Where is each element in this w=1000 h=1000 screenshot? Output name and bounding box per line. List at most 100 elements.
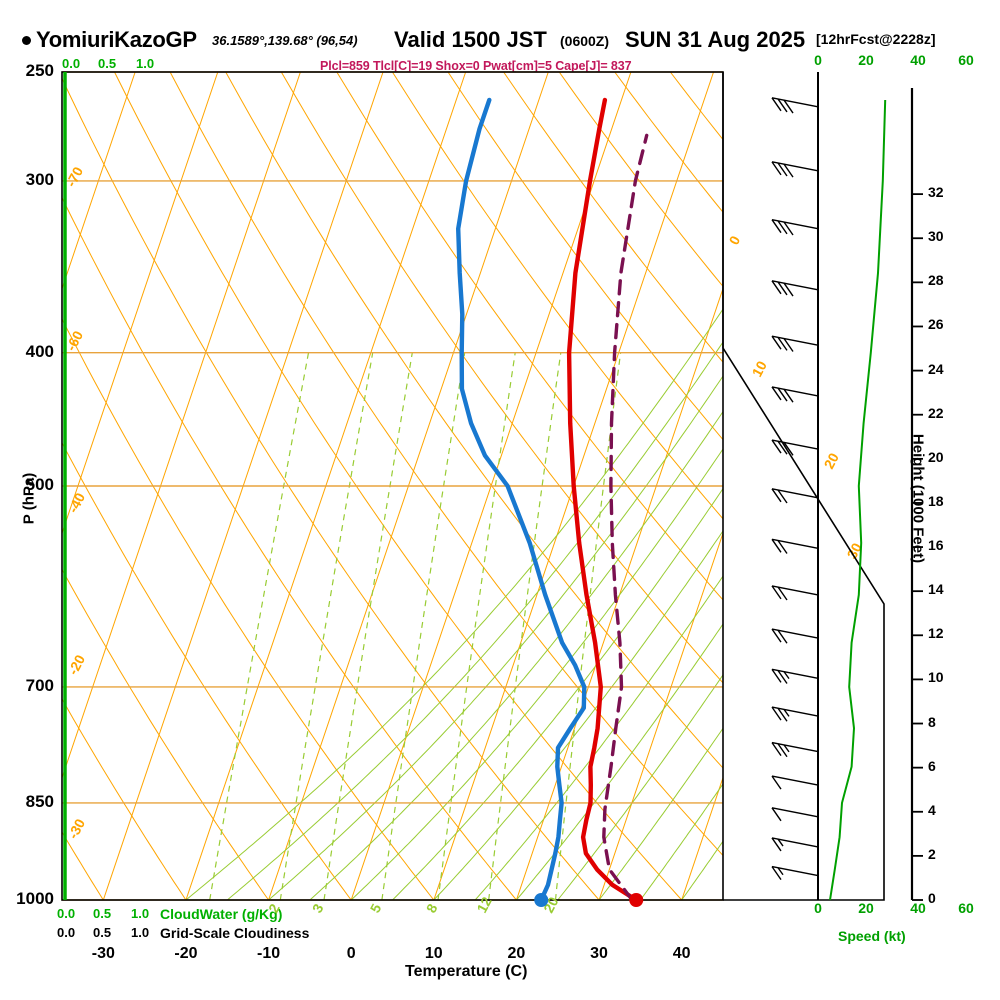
wind-barb-full (783, 441, 794, 456)
wind-barb-full (783, 388, 794, 403)
wind-panel-outline (722, 72, 885, 901)
sounding-curve-parcel (602, 133, 649, 900)
height-tick-label: 32 (928, 184, 944, 201)
wind-barb-full (771, 97, 782, 112)
speed-tick-label-bottom: 60 (958, 900, 974, 916)
wind-barb-full (771, 386, 782, 401)
wind-barb-full (777, 629, 788, 644)
wind-barb-full (771, 668, 782, 683)
isotherm-line (185, 72, 467, 900)
wind-barb-full (783, 282, 794, 297)
height-tick-label: 24 (928, 360, 944, 377)
wind-barb-full (777, 540, 788, 554)
wind-barb-shaft (771, 488, 819, 499)
temperature-tick-label: 0 (346, 945, 356, 962)
dry-adiabat-line (948, 72, 1000, 900)
wind-barb-shaft (771, 219, 819, 230)
wind-barb-shaft (771, 439, 819, 450)
wind-barb-shaft (771, 585, 819, 596)
cloudwater-legend-label: CloudWater (g/Kg) (160, 906, 283, 922)
station-bullet-icon (22, 36, 31, 45)
isotherm-line (350, 72, 632, 900)
wind-barb-shaft (771, 668, 819, 680)
valid-time-zulu: (0600Z) (560, 33, 610, 49)
mixing-ratio-line (209, 352, 310, 900)
isotherm-line (62, 72, 301, 780)
wind-barb-full (771, 628, 782, 643)
mixing-ratio-line (488, 352, 562, 900)
moist-adiabat-line (185, 308, 723, 900)
height-tick-label: 0 (928, 890, 936, 906)
wind-barb-full (771, 161, 782, 176)
wind-barb-full (783, 338, 794, 352)
cloudiness-bottom-tick: 0.5 (93, 925, 112, 940)
dry-adiabat-line (782, 72, 1000, 900)
wind-barb-full (777, 707, 788, 722)
moist-adiabat-line (681, 840, 723, 900)
wind-barb-half (777, 867, 784, 876)
moist-adiabat-line (268, 375, 723, 900)
dry-adiabat-line (280, 72, 723, 684)
wind-barb-full (771, 775, 782, 790)
height-tick-label: 22 (928, 404, 944, 421)
height-tick-label: 26 (928, 316, 944, 333)
height-tick-label: 12 (928, 625, 944, 642)
wind-barb-full (771, 585, 782, 600)
mixing-ratio-line (381, 352, 466, 900)
wind-barb-full (777, 489, 788, 504)
forecast-tag: [12hrFcst@2228z] (816, 31, 936, 47)
wind-barb-half (783, 671, 790, 680)
speed-tick-label-top: 60 (958, 52, 974, 68)
wind-barb-shaft (771, 538, 819, 550)
isotherm-label: 10 (749, 358, 771, 379)
isotherm-label: -30 (65, 816, 89, 842)
wind-barb-full (777, 281, 788, 296)
wind-barb-full (777, 162, 788, 177)
speed-tick-label-top: 0 (814, 52, 822, 68)
temperature-tick-label: 30 (590, 945, 608, 962)
height-tick-label: 2 (928, 845, 936, 862)
pressure-tick-label: 500 (25, 475, 54, 494)
cloudiness-bottom-tick: 1.0 (131, 925, 150, 940)
dry-adiabat-line (114, 72, 683, 900)
height-tick-label: 14 (928, 581, 944, 598)
wind-barb-shaft (771, 335, 819, 346)
wind-barb-full (771, 439, 782, 454)
wind-barb-full (771, 219, 782, 234)
wind-barb-full (771, 742, 782, 756)
cloudwater-top-tick: 0.0 (62, 56, 81, 71)
mixing-ratio-label: 20 (540, 894, 562, 915)
wind-barb-shaft (771, 628, 819, 639)
wind-barb-shaft (771, 161, 819, 172)
isotherm-line (598, 531, 723, 900)
moist-adiabat-line (764, 72, 1000, 900)
height-tick-label: 16 (928, 537, 944, 554)
wind-barb-shaft (771, 741, 819, 753)
mixing-ratio-label: 5 (367, 901, 385, 916)
wind-barb-half (783, 744, 790, 753)
cloudwater-bottom-tick: 0.5 (93, 906, 112, 921)
dry-adiabat-line (169, 72, 723, 857)
wind-barb-shaft (771, 775, 819, 786)
mixing-ratio-label: 3 (309, 901, 327, 916)
speed-tick-label-bottom: 0 (814, 900, 822, 916)
mixing-ratio-line (323, 352, 413, 900)
height-tick-label: 28 (928, 272, 944, 289)
isotherm-label: -60 (63, 328, 87, 354)
sounding-curve-dewpoint (456, 97, 587, 900)
pressure-tick-label: 850 (25, 791, 54, 811)
cloudwater-bottom-tick: 0.0 (57, 906, 76, 921)
wind-barb-half (777, 838, 784, 847)
dry-adiabat-line (62, 77, 600, 900)
isotherm-line (764, 72, 1000, 900)
wind-barb-full (783, 163, 794, 178)
station-coordinates: 36.1589°,139.68° (96,54) (212, 33, 358, 48)
moist-adiabat-line (350, 448, 723, 900)
moist-adiabat-line (392, 487, 723, 900)
cloudwater-top-tick: 1.0 (136, 56, 155, 71)
isotherm-label: 0 (726, 233, 744, 248)
moist-adiabat-line (806, 72, 1000, 900)
wind-barb-full (777, 220, 788, 235)
height-tick-label: 18 (928, 492, 944, 509)
wind-barb-half (783, 708, 790, 717)
